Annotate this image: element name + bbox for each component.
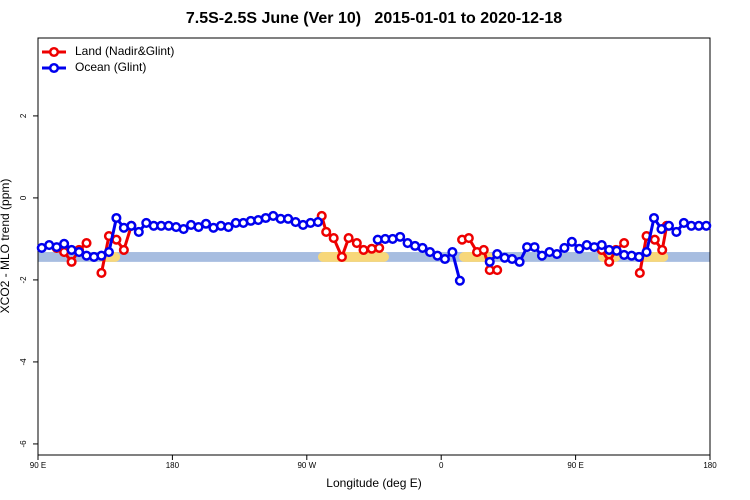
point <box>424 246 436 258</box>
point <box>484 256 495 267</box>
x-tick-label: 0 <box>439 461 444 470</box>
point <box>649 234 660 245</box>
y-tick-label: -6 <box>19 440 28 448</box>
point <box>634 267 645 278</box>
point <box>566 236 577 247</box>
legend-marker <box>48 62 60 74</box>
point <box>81 237 92 249</box>
point <box>223 221 234 233</box>
point <box>559 242 570 253</box>
point <box>312 217 324 228</box>
point <box>514 256 525 267</box>
point <box>604 256 615 267</box>
point <box>395 231 406 242</box>
legend-label: Land (Nadir&Glint) <box>75 44 174 58</box>
point <box>439 253 450 265</box>
point <box>96 250 107 261</box>
point <box>648 212 660 224</box>
point <box>574 243 585 254</box>
point <box>671 226 682 237</box>
point <box>351 237 362 249</box>
point <box>611 245 622 256</box>
point <box>336 251 347 263</box>
point <box>118 244 129 256</box>
point <box>447 246 458 258</box>
point <box>701 220 712 231</box>
x-axis-label: Longitude (deg E) <box>326 476 421 490</box>
point <box>417 242 428 253</box>
point <box>454 275 465 286</box>
point <box>103 246 114 258</box>
y-tick-label: 2 <box>19 113 28 118</box>
point <box>74 246 85 258</box>
legend-label: Ocean (Glint) <box>75 60 146 74</box>
y-tick-label: -2 <box>19 276 28 284</box>
point <box>178 224 189 235</box>
point <box>321 226 332 237</box>
point <box>59 238 70 249</box>
point <box>634 251 645 263</box>
x-tick-label: 90 W <box>297 461 316 470</box>
y-axis-label: XCO2 - MLO trend (ppm) <box>0 179 12 314</box>
point <box>343 233 354 244</box>
point <box>641 246 652 258</box>
point <box>596 240 607 251</box>
point <box>328 233 339 244</box>
point <box>657 244 668 256</box>
chart-title: 7.5S-2.5S June (Ver 10) 2015-01-01 to 20… <box>186 10 562 27</box>
point <box>374 242 385 253</box>
point <box>478 244 489 256</box>
point <box>463 233 474 244</box>
point <box>663 220 674 231</box>
point <box>492 265 503 276</box>
point <box>358 244 369 256</box>
point <box>619 237 630 249</box>
x-tick-label: 180 <box>166 461 180 470</box>
y-tick-label: -4 <box>19 358 28 366</box>
highlight-region <box>318 252 389 262</box>
legend-marker <box>48 46 60 58</box>
x-tick-label: 90 E <box>567 461 583 470</box>
point <box>536 250 548 261</box>
point <box>66 256 77 267</box>
x-tick-label: 90 E <box>30 461 46 470</box>
point <box>200 218 212 229</box>
point <box>133 226 144 237</box>
y-tick-label: 0 <box>19 195 28 200</box>
point <box>126 220 137 231</box>
x-tick-label: 180 <box>703 461 717 470</box>
point <box>529 242 540 253</box>
point <box>111 212 122 224</box>
point <box>96 267 107 278</box>
point <box>551 249 562 260</box>
point <box>492 249 503 260</box>
